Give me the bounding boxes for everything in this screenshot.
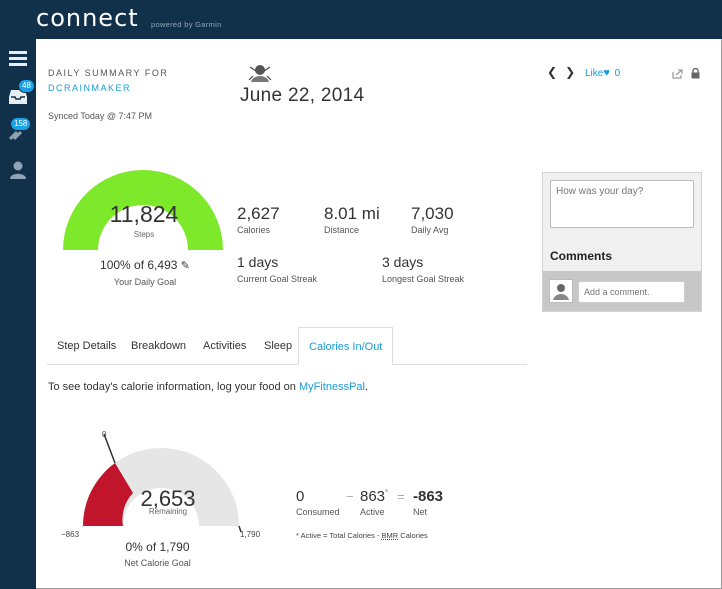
longest-streak-label: Longest Goal Streak [382,274,465,284]
current-streak-value: 1 days [237,254,279,270]
calorie-remaining-label: Remaining [148,507,188,516]
left-nav: 48 158 [0,39,36,589]
daily-avg-value: 7,030 [411,204,454,223]
share-icon[interactable] [672,69,683,79]
calorie-gauge-min-label: −863 [61,530,80,539]
like-button[interactable]: Like♥ 0 [585,67,620,79]
commenter-avatar [549,279,573,303]
tab-breakdown[interactable]: Breakdown [131,340,187,352]
calorie-gauge-zero-label: 0 [102,430,107,439]
inbox-badge: 48 [18,79,35,93]
calorie-gauge-fill [83,463,133,526]
distance-label: Distance [324,225,360,235]
minus-operator: − [346,489,354,504]
footnote-text: * Active = Total Calories - [296,531,382,540]
calorie-remaining-value: 2,653 [140,486,196,511]
calories-value: 2,627 [237,204,280,223]
tab-step-details[interactable]: Step Details [57,340,117,352]
top-icons [672,66,704,84]
calorie-gauge-max-label: 1,790 [240,530,261,539]
consumed-value: 0 [296,488,305,505]
comment-input[interactable] [578,281,685,303]
steps-gauge-arc [63,170,223,250]
date-navigation: ❮ ❯ [547,65,583,79]
user-avatar[interactable] [248,62,272,84]
equals-operator: = [397,489,405,504]
previous-day-icon[interactable]: ❮ [547,65,558,79]
longest-streak-value: 3 days [382,254,424,270]
myfitnesspal-link[interactable]: MyFitnessPal [298,381,365,393]
menu-icon[interactable] [7,47,29,69]
daily-summary-label: DAILY SUMMARY FOR [48,68,169,78]
top-bar: connect powered by Garmin [0,0,722,39]
active-asterisk: * [385,488,389,497]
pencil-icon[interactable]: ✎ [180,260,190,272]
tab-calories-in-out[interactable]: Calories In/Out [298,327,394,365]
next-day-icon[interactable]: ❯ [565,65,576,79]
footnote-end: Calories [398,531,428,540]
current-streak-label: Current Goal Streak [237,274,318,284]
steps-goal[interactable]: 100% of 6,493 ✎ [70,258,220,272]
like-label: Like [585,68,604,79]
calorie-gauge [82,433,242,533]
active-value: 863* [360,488,388,505]
steps-goal-text: 100% of 6,493 [100,258,178,272]
net-calorie-goal-label: Net Calorie Goal [124,558,191,568]
steps-gauge [63,170,223,250]
steps-label: Steps [133,230,155,239]
steps-goal-label: Your Daily Goal [113,277,177,287]
calorie-info: To see today's calorie information, log … [48,381,368,393]
tab-bar: Step Details Breakdown Activities Sleep … [47,327,527,365]
net-label: Net [413,507,428,517]
bmr-abbr[interactable]: BMR [381,531,399,540]
net-calorie-goal: 0% of 1,790 [125,540,190,554]
daily-avg-label: Daily Avg [411,225,449,235]
day-note-textarea[interactable] [550,180,694,228]
comments-title: Comments [550,249,613,263]
calorie-info-text: To see today's calorie information, log … [48,381,299,393]
tab-activities[interactable]: Activities [203,340,247,352]
summary-date: June 22, 2014 [240,85,365,106]
active-footnote: * Active = Total Calories - BMR Calories [296,531,428,540]
like-count: 0 [614,68,621,79]
calories-label: Calories [237,225,271,235]
username-link[interactable]: DCRAINMAKER [48,83,132,93]
heart-icon: ♥ [603,67,610,79]
connect-logo[interactable]: connect [36,4,139,32]
powered-by-text: powered by Garmin [151,20,222,29]
lock-icon[interactable] [691,67,700,79]
active-number: 863 [360,488,386,505]
profile-icon[interactable] [7,159,29,181]
distance-value: 8.01 mi [324,204,380,223]
synced-status: Synced Today @ 7:47 PM [48,111,153,121]
connections-icon[interactable] [7,123,29,145]
tab-sleep[interactable]: Sleep [264,340,293,352]
connections-badge: 158 [10,117,32,131]
inbox-icon[interactable] [7,85,29,107]
net-value: -863 [413,488,444,505]
active-label: Active [360,507,385,517]
consumed-label: Consumed [296,507,340,517]
calorie-info-period: . [365,381,369,393]
steps-value: 11,824 [109,201,179,227]
